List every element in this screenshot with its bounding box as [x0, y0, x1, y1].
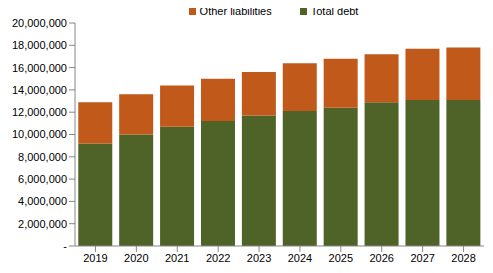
svg-text:2020: 2020 — [124, 252, 148, 264]
svg-text:2028: 2028 — [451, 252, 475, 264]
svg-text:6,000,000: 6,000,000 — [18, 173, 67, 185]
svg-text:2025: 2025 — [329, 252, 353, 264]
svg-text:16,000,000: 16,000,000 — [12, 62, 67, 74]
svg-text:-: - — [63, 240, 67, 252]
svg-text:4,000,000: 4,000,000 — [18, 195, 67, 207]
svg-text:2024: 2024 — [288, 252, 312, 264]
svg-text:2026: 2026 — [370, 252, 394, 264]
svg-text:2019: 2019 — [83, 252, 107, 264]
svg-text:20,000,000: 20,000,000 — [12, 17, 67, 29]
svg-text:2021: 2021 — [165, 252, 189, 264]
svg-text:8,000,000: 8,000,000 — [18, 151, 67, 163]
html-text:Other liabilities: Other liabilities — [199, 5, 272, 17]
svg-text:10,000,000: 10,000,000 — [12, 128, 67, 140]
svg-text:14,000,000: 14,000,000 — [12, 84, 67, 96]
svg-text:2,000,000: 2,000,000 — [18, 218, 67, 230]
html-text:Total debt: Total debt — [310, 5, 359, 17]
svg-text:2027: 2027 — [410, 252, 434, 264]
svg-text:18,000,000: 18,000,000 — [12, 39, 67, 51]
svg-text:2023: 2023 — [247, 252, 271, 264]
svg-text:2022: 2022 — [206, 252, 230, 264]
svg-text:12,000,000: 12,000,000 — [12, 106, 67, 118]
